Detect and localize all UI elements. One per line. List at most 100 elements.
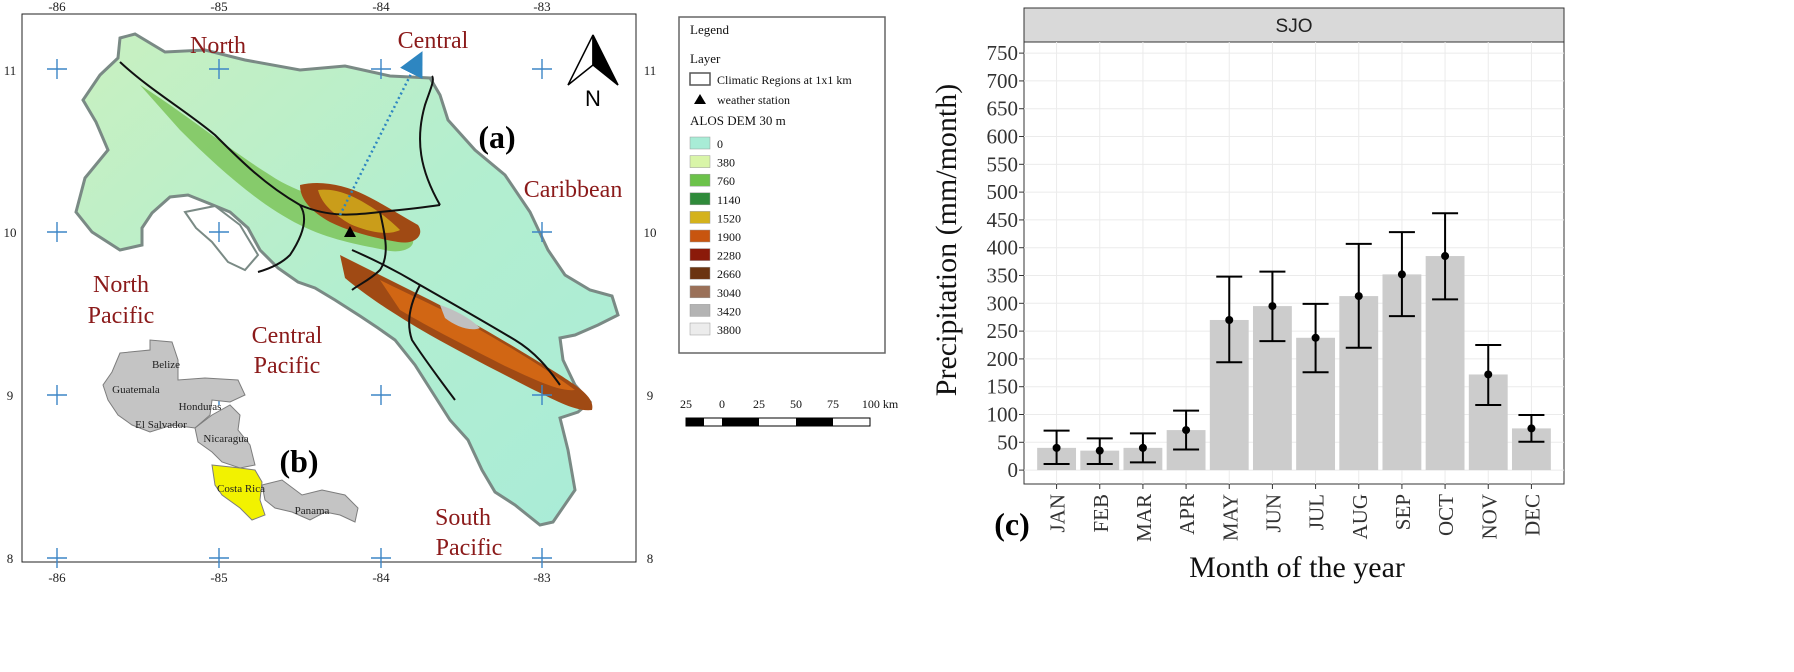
mean-point xyxy=(1095,446,1104,455)
country-el-salvador-label: El Salvador xyxy=(135,419,187,431)
scale-label: 25 xyxy=(680,397,692,411)
panel-b-label: (b) xyxy=(279,443,318,479)
talamanca-mid xyxy=(380,280,575,391)
panel-c-label: (c) xyxy=(994,506,1030,542)
legend-dem-swatch xyxy=(689,304,711,317)
y-tick-label: 100 xyxy=(987,403,1019,427)
mean-point xyxy=(1527,424,1536,433)
mean-point xyxy=(1138,443,1147,452)
y-tick-label: 700 xyxy=(987,69,1019,93)
legend-dem-label: 3420 xyxy=(717,304,741,318)
lat-label: 11 xyxy=(4,63,17,78)
y-tick-label: 500 xyxy=(987,180,1019,204)
lon-label: -86 xyxy=(48,570,66,585)
north-arrow-right-half xyxy=(592,34,619,86)
chart-error-bars xyxy=(1043,212,1545,465)
y-tick-label: 550 xyxy=(987,152,1019,176)
legend-dem-label: 2280 xyxy=(717,249,741,263)
lon-label: -85 xyxy=(210,0,227,14)
graticule-crosses xyxy=(47,59,552,568)
x-tick-label: JAN xyxy=(1046,494,1070,533)
legend-weather-station-icon xyxy=(694,94,706,104)
legend-dem-swatch xyxy=(689,136,711,150)
grid-cross xyxy=(532,385,552,405)
x-tick-label: SEP xyxy=(1391,494,1415,530)
longitude-labels-top: -86 -85 -84 -83 xyxy=(48,0,550,14)
legend-weather-station-label: weather station xyxy=(717,93,790,107)
talamanca-peak xyxy=(440,305,480,330)
costa-rica-highlight xyxy=(211,464,266,521)
legend-dem-swatch xyxy=(689,192,711,206)
scale-segment xyxy=(796,418,833,426)
grid-cross xyxy=(532,548,552,568)
scale-label: 0 xyxy=(719,397,725,411)
grid-cross xyxy=(209,59,229,79)
region-caribbean-label: Caribbean xyxy=(524,177,623,203)
country-panama-label: Panama xyxy=(295,505,330,517)
facet-strip xyxy=(1023,7,1565,43)
grid-cross xyxy=(532,59,552,79)
legend-dem-label: 760 xyxy=(717,174,735,188)
climatic-region-boundaries xyxy=(119,61,561,401)
region-south-pacific-label-1: South xyxy=(435,505,491,531)
y-tick-label: 50 xyxy=(997,430,1018,454)
grid-cross xyxy=(47,385,67,405)
legend-dem-label: 1520 xyxy=(717,211,741,225)
scale-label: 25 xyxy=(753,397,765,411)
legend-dem-label: 1140 xyxy=(717,193,741,207)
x-tick-label: OCT xyxy=(1434,494,1458,536)
longitude-labels-bottom: -86 -85 -84 -83 xyxy=(48,570,550,585)
scale-segment xyxy=(686,418,704,426)
legend-dem-swatch xyxy=(689,285,711,299)
region-north-pacific-label-2: Pacific xyxy=(88,303,155,329)
x-tick-label: DEC xyxy=(1520,494,1544,536)
latitude-labels-left: 11 10 9 8 xyxy=(4,63,17,566)
region-labels: North Central Caribbean North Pacific Ce… xyxy=(88,28,623,561)
y-tick-label: 300 xyxy=(987,291,1019,315)
legend-dem-label: 0 xyxy=(717,137,723,151)
legend-dem-swatch xyxy=(689,248,711,261)
legend-dem-label: 380 xyxy=(717,156,735,170)
mean-point xyxy=(1268,302,1277,311)
lon-label: -83 xyxy=(533,0,550,14)
y-tick-label: 350 xyxy=(987,264,1019,288)
y-axis-title: Precipitation (mm/month) xyxy=(930,84,963,396)
mean-point xyxy=(1182,426,1191,435)
gulf-of-nicoya xyxy=(183,204,260,272)
mean-point xyxy=(1354,292,1363,301)
northern-central-america xyxy=(102,339,246,433)
nicaragua-shape xyxy=(194,404,256,469)
lon-label: -86 xyxy=(48,0,66,14)
scale-segment xyxy=(722,418,759,426)
latitude-labels-right: 11 10 9 8 xyxy=(644,63,657,566)
y-tick-label: 400 xyxy=(987,236,1019,260)
lat-label: 10 xyxy=(4,225,17,240)
country-nicaragua-label: Nicaragua xyxy=(203,433,248,445)
region-central-label: Central xyxy=(398,28,469,54)
legend-dem-label: 2660 xyxy=(717,267,741,281)
country-belize-label: Belize xyxy=(152,359,180,371)
mountain-ranges xyxy=(140,85,593,411)
legend-box: Legend Layer Climatic Regions at 1x1 km … xyxy=(678,16,886,354)
panel-a-label: (a) xyxy=(478,119,515,155)
x-tick-label: AUG xyxy=(1348,494,1372,540)
y-tick-label: 600 xyxy=(987,125,1019,149)
x-tick-label: APR xyxy=(1175,494,1199,535)
legend-dem-label: 3040 xyxy=(717,286,741,300)
legend-climatic-regions-swatch xyxy=(689,72,711,86)
mean-point xyxy=(1311,333,1320,342)
x-tick-label: NOV xyxy=(1477,494,1501,540)
mean-point xyxy=(1225,315,1234,324)
legend-dem-label: 3800 xyxy=(717,323,741,337)
grid-cross xyxy=(209,222,229,242)
direction-arrow xyxy=(338,51,423,216)
y-tick-label: 0 xyxy=(1008,458,1019,482)
country-guatemala-label: Guatemala xyxy=(112,384,160,396)
lat-label: 9 xyxy=(647,388,654,403)
country-costa-rica-label: Costa Rica xyxy=(217,483,265,495)
lon-label: -85 xyxy=(210,570,227,585)
grid-cross xyxy=(371,59,391,79)
x-tick-label: JUN xyxy=(1261,494,1285,533)
x-tick-label: FEB xyxy=(1089,494,1113,533)
mean-point xyxy=(1441,252,1450,261)
